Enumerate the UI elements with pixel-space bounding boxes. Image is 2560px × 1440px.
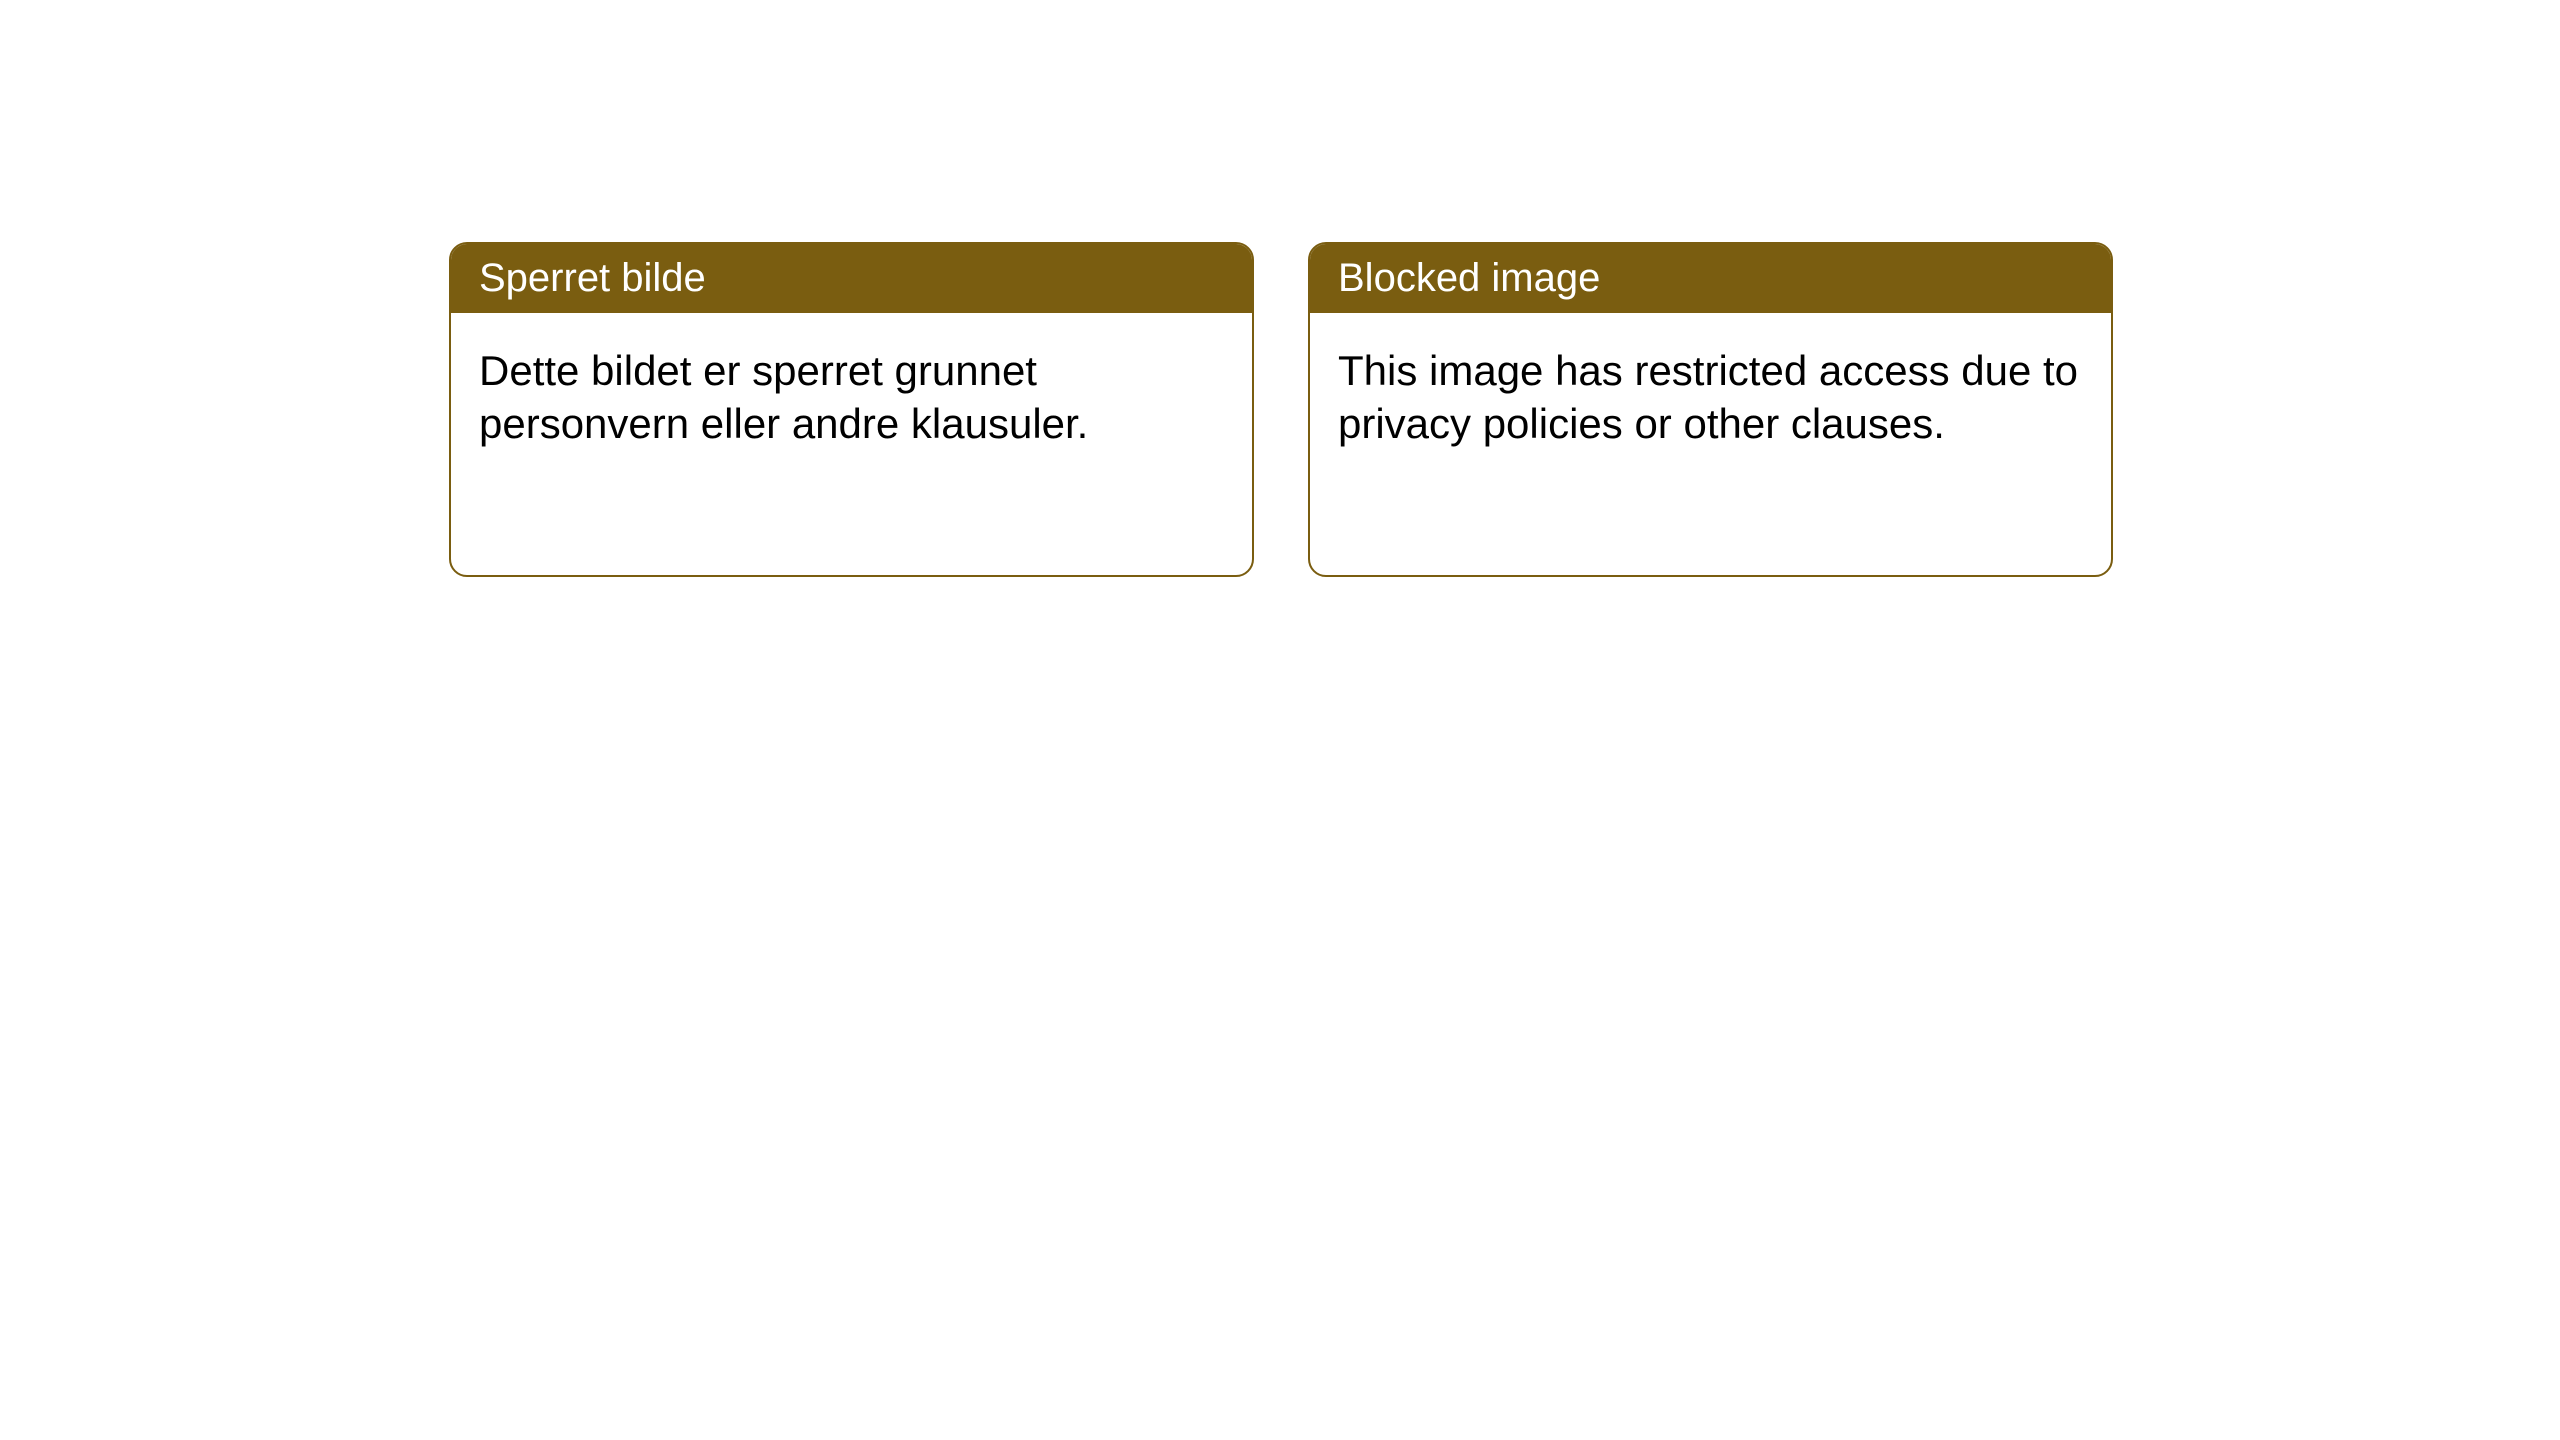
card-body-text: This image has restricted access due to … [1338, 347, 2078, 447]
card-body: This image has restricted access due to … [1310, 313, 2111, 482]
notice-card-norwegian: Sperret bilde Dette bildet er sperret gr… [449, 242, 1254, 577]
card-title: Blocked image [1338, 256, 1600, 300]
card-header: Sperret bilde [451, 244, 1252, 313]
card-header: Blocked image [1310, 244, 2111, 313]
card-body: Dette bildet er sperret grunnet personve… [451, 313, 1252, 482]
notice-card-english: Blocked image This image has restricted … [1308, 242, 2113, 577]
card-title: Sperret bilde [479, 256, 706, 300]
card-body-text: Dette bildet er sperret grunnet personve… [479, 347, 1088, 447]
notice-cards-container: Sperret bilde Dette bildet er sperret gr… [449, 242, 2113, 577]
